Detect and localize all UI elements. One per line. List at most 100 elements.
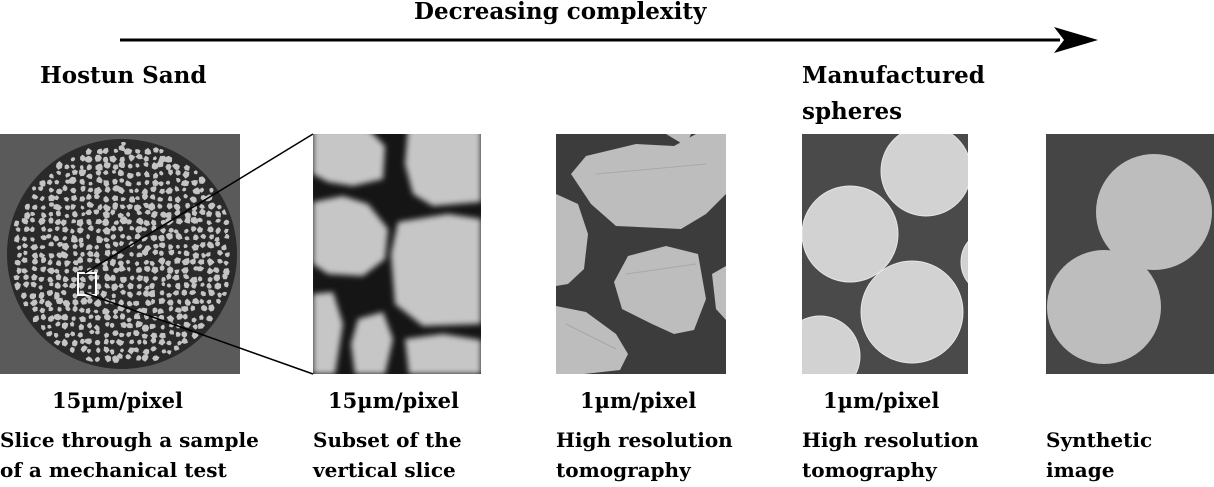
sand-grain — [97, 148, 103, 155]
panel-subset — [313, 134, 481, 374]
sand-grain — [110, 234, 117, 240]
sand-grain — [76, 218, 84, 227]
sand-grain — [78, 265, 84, 271]
sand-grain — [161, 277, 166, 282]
sand-grain — [73, 251, 78, 257]
sand-grain — [221, 244, 227, 251]
sand-grain — [199, 242, 206, 249]
sand-grain — [40, 235, 47, 241]
sand-grain — [208, 234, 214, 240]
sand-grain — [158, 235, 165, 242]
sand-grain — [78, 307, 85, 313]
sand-grain — [78, 316, 86, 323]
sand-grain — [38, 186, 44, 192]
sand-grain — [86, 244, 93, 250]
spheres-image — [802, 134, 968, 374]
sand-grain — [64, 260, 71, 268]
sand-grain — [199, 314, 204, 320]
sand-grain — [189, 276, 198, 285]
sand-grain — [53, 313, 62, 321]
sand-grain — [166, 315, 175, 323]
sand-grain — [46, 330, 53, 337]
sand-grain — [31, 265, 38, 271]
sand-grain — [224, 252, 230, 258]
sand-grain — [70, 187, 77, 194]
sand-grain — [118, 299, 124, 306]
sand-grain — [161, 281, 166, 287]
caption-2-line2: vertical slice — [313, 458, 456, 482]
sand-grain — [94, 356, 101, 362]
sand-grain — [104, 273, 111, 282]
sand-grain — [21, 218, 29, 225]
sand-grain — [134, 261, 140, 267]
sand-grain — [86, 250, 94, 257]
sand-grain — [72, 299, 79, 307]
sand-grain — [166, 203, 173, 210]
sand-grain — [15, 227, 21, 232]
sand-grain — [214, 282, 222, 290]
sand-grain — [177, 340, 183, 346]
group-label-spheres: spheres — [802, 98, 903, 125]
sand-grain — [166, 292, 173, 298]
sand-grain — [104, 186, 111, 193]
sand-grain — [206, 220, 212, 226]
sand-grain — [48, 173, 54, 179]
sand-grain — [62, 235, 68, 241]
group-label-manufactured: Manufactured — [802, 62, 985, 89]
sand-grain — [135, 153, 143, 160]
sand-grain — [57, 306, 62, 312]
sand-grain — [135, 320, 143, 328]
sand-slice-image — [0, 134, 240, 374]
sand-grain — [222, 273, 228, 280]
sand-grain — [93, 324, 100, 331]
caption-4-line1: High resolution — [802, 428, 979, 452]
sand-grain — [39, 298, 45, 305]
sand-grain — [136, 275, 144, 282]
sand-grain — [199, 298, 204, 304]
sand-grain — [191, 317, 197, 323]
sand-grain — [127, 163, 133, 169]
sand-grain — [55, 297, 64, 305]
sand-grain — [112, 313, 119, 320]
sand-grain — [72, 243, 78, 249]
sand-grain — [144, 147, 152, 155]
sand-grain — [143, 170, 150, 178]
sand-grain — [71, 219, 77, 224]
sand-grain — [88, 314, 94, 319]
sand-grain — [54, 333, 59, 339]
sand-grain — [80, 251, 85, 258]
sand-grain — [96, 176, 103, 184]
sand-grain — [119, 216, 128, 225]
sand-grain — [79, 276, 86, 283]
sand-grain — [221, 291, 227, 296]
sand-grain — [79, 178, 85, 185]
sand-grain — [71, 169, 78, 175]
sand-grain — [126, 267, 131, 272]
panel-synthetic — [1046, 134, 1214, 374]
sand-grain — [117, 212, 125, 219]
sand-grain — [212, 267, 220, 274]
sand-grain — [80, 205, 85, 210]
sand-grain — [135, 163, 140, 168]
sand-grain — [118, 225, 123, 232]
sand-grain — [158, 297, 166, 305]
sand-grain — [23, 274, 29, 280]
sand-grain — [62, 299, 71, 307]
sand-grain — [206, 282, 212, 289]
sand-grain — [165, 260, 171, 267]
sand-grain — [39, 252, 46, 258]
sand-grain — [129, 275, 135, 281]
sand-grain — [192, 187, 201, 195]
sand-grain — [103, 346, 110, 354]
sand-grain — [64, 213, 70, 219]
sand-grain — [125, 180, 132, 187]
sand-grain — [31, 273, 38, 281]
sand-grain — [54, 195, 60, 201]
sand-grain — [143, 290, 149, 297]
sand-grain — [110, 225, 117, 232]
sand-grain — [190, 258, 196, 265]
sand-grain — [128, 154, 136, 162]
sand-grain — [181, 331, 188, 338]
sand-grain — [125, 354, 132, 360]
sand-grain — [89, 329, 95, 335]
